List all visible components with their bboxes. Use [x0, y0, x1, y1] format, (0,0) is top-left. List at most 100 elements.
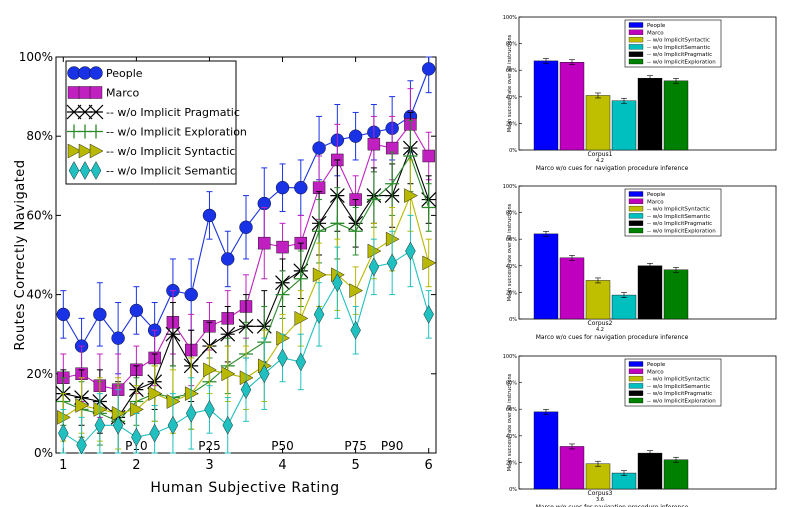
- data-point-diamond: [313, 304, 325, 324]
- legend-label: -- w/o ImplicitExploration: [647, 60, 716, 66]
- legend-entry: Marco: [67, 86, 140, 100]
- y-tick-label: 0%: [509, 317, 517, 323]
- x-tick-label: 4: [278, 458, 286, 473]
- data-point-plus: [366, 192, 381, 207]
- x-tick-label: 6: [425, 458, 433, 473]
- y-tick-label: 60%: [506, 407, 517, 413]
- group-sublabel: 4.2: [596, 327, 604, 333]
- data-point-diamond: [76, 435, 87, 455]
- data-point-diamond: [295, 352, 307, 372]
- y-tick-label: 100%: [503, 184, 518, 190]
- data-point-diamond: [423, 304, 434, 324]
- x-axis-label: Human Subjective Rating: [150, 480, 339, 496]
- legend-entry: -- w/o Implicit Exploration: [67, 124, 247, 139]
- legend-marker-square: [89, 86, 103, 99]
- percentile-label: P25: [198, 439, 221, 453]
- y-axis-label: Routes Correctly Navigated: [13, 159, 28, 350]
- y-tick-label: 40%: [506, 264, 517, 270]
- data-point-diamond: [167, 415, 179, 435]
- data-point-triangle: [221, 366, 236, 382]
- bar: [637, 77, 663, 151]
- legend-label: -- w/o ImplicitSemantic: [647, 45, 710, 51]
- y-tick-label: 20%: [26, 367, 53, 381]
- legend-label: -- w/o ImplicitSemantic: [647, 214, 710, 220]
- y-tick-label: 20%: [506, 121, 517, 127]
- data-point-triangle: [349, 283, 364, 298]
- legend-label: Marco: [647, 369, 664, 375]
- legend-swatch: [628, 205, 644, 212]
- legend-marker-x: [88, 104, 104, 120]
- data-point-triangle: [294, 311, 309, 326]
- legend-marker-diamond: [90, 161, 102, 180]
- data-point-triangle: [203, 362, 217, 378]
- legend-label: -- w/o ImplicitSyntactic: [647, 377, 710, 383]
- data-point-square: [367, 137, 381, 151]
- x-axis-label: Marco w/o cues for navigation procedure …: [536, 504, 689, 507]
- legend-marker-square: [78, 86, 92, 99]
- bar: [663, 269, 689, 320]
- data-point-x: [165, 326, 181, 342]
- data-point-circle: [312, 141, 326, 155]
- data-point-triangle: [422, 255, 437, 271]
- y-tick-label: 100%: [19, 50, 53, 64]
- x-tick-label: 5: [351, 458, 359, 473]
- line-chart: Routes Correctly Navigated Human Subject…: [13, 50, 437, 496]
- data-point-circle: [202, 208, 217, 223]
- y-tick-label: 60%: [506, 237, 517, 243]
- data-point-square: [258, 236, 271, 250]
- x-axis-label: Marco w/o cues for navigation procedure …: [536, 165, 689, 172]
- legend-label: -- w/o Implicit Syntactic: [106, 145, 235, 158]
- y-tick-label: 80%: [506, 211, 517, 217]
- data-point-triangle: [148, 386, 163, 401]
- legend-marker-diamond: [79, 161, 91, 180]
- bar-chart-corpus1: 0% 20% 40% 60% 80% 100% Mean success rate over…: [503, 15, 777, 172]
- y-tick-label: 0%: [34, 446, 53, 460]
- legend-label: People: [647, 362, 666, 368]
- bar: [611, 294, 637, 320]
- legend-swatch: [628, 361, 644, 367]
- data-point-circle: [275, 180, 290, 195]
- data-point-diamond: [222, 415, 233, 435]
- data-point-diamond: [277, 348, 288, 368]
- bar-chart-corpus2: 0% 20% 40% 60% 80% 100% Mean success rate over…: [503, 184, 777, 341]
- x-tick-label: 1: [59, 458, 67, 473]
- group-label: Corpus1: [588, 151, 613, 158]
- data-point-circle: [294, 180, 308, 195]
- data-point-diamond: [149, 423, 160, 443]
- percentile-label: P90: [381, 439, 404, 453]
- data-point-triangle: [312, 267, 327, 283]
- legend-marker-plus: [89, 124, 103, 139]
- data-point-diamond: [131, 427, 142, 447]
- data-point-diamond: [94, 415, 106, 435]
- data-point-diamond: [58, 423, 69, 443]
- bar: [559, 62, 585, 151]
- data-point-plus: [312, 224, 327, 239]
- data-point-circle: [111, 331, 125, 345]
- data-point-circle: [221, 252, 235, 266]
- data-point-diamond: [112, 415, 124, 435]
- legend-swatch: [628, 191, 644, 197]
- data-point-triangle: [75, 398, 89, 413]
- data-point-x: [220, 326, 236, 342]
- legend-swatch: [628, 383, 644, 389]
- percentile-label: P75: [344, 439, 367, 453]
- legend-label: -- w/o Implicit Semantic: [106, 165, 236, 178]
- legend-label: -- w/o ImplicitSemantic: [647, 384, 710, 390]
- x-tick-label: 2: [132, 458, 140, 473]
- legend-swatch: [628, 29, 644, 35]
- legend-entry: -- w/o Implicit Semantic: [68, 161, 236, 180]
- y-tick-label: 60%: [506, 68, 517, 74]
- legend-entry: -- w/o Implicit Syntactic: [67, 143, 235, 159]
- y-tick-label: 100%: [503, 354, 518, 360]
- bar: [663, 80, 689, 151]
- x-tick-label: 3: [205, 458, 213, 473]
- bar: [585, 280, 611, 320]
- legend-marker-diamond: [68, 161, 80, 180]
- legend-swatch: [628, 375, 644, 382]
- y-tick-label: 80%: [506, 42, 517, 48]
- data-point-triangle: [404, 188, 418, 203]
- data-point-circle: [56, 307, 71, 322]
- bar: [611, 100, 637, 151]
- series-diamond: [58, 214, 434, 455]
